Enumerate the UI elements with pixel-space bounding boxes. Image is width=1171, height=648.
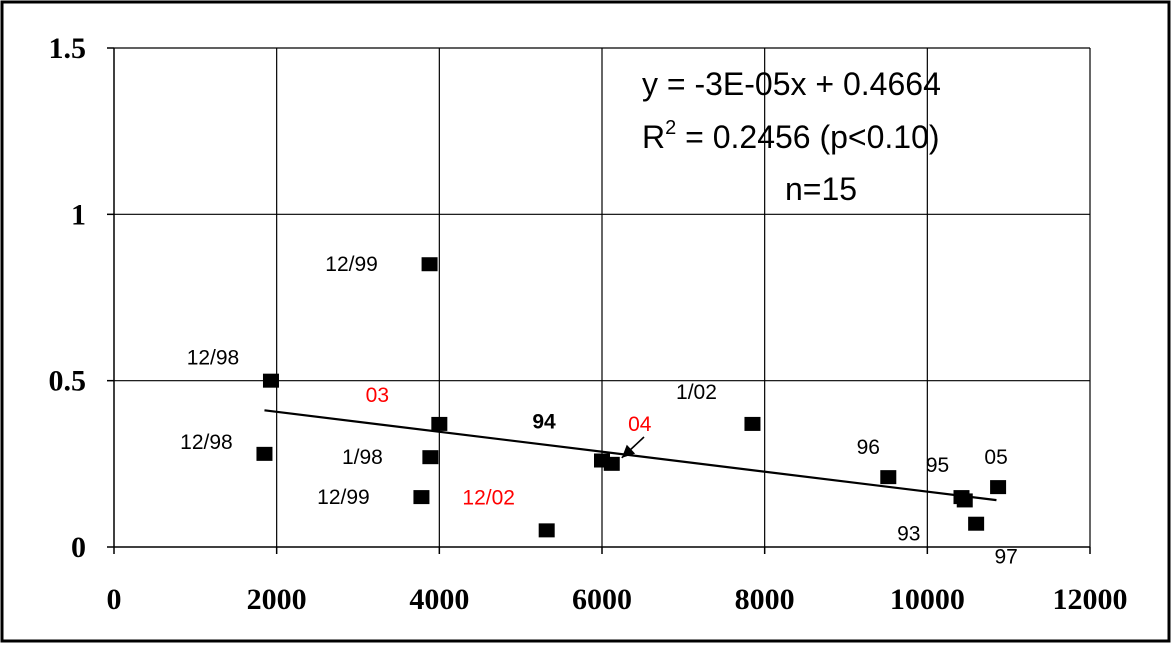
tick-labels: 0 2000 4000 6000 8000 10000 12000 0 0.5 1 1.5	[49, 32, 1128, 616]
x-tick-label-2: 4000	[409, 583, 469, 616]
data-point-10	[744, 416, 761, 431]
point-label-12: 95	[926, 454, 949, 477]
point-labels: 12/98 12/98 12/99 12/99 1/98 03 12/02 94 04 1/02 9…	[180, 253, 1018, 568]
r-squared-value: = 0.2456 (p<0.10)	[676, 119, 939, 155]
data-point-4	[421, 257, 438, 272]
data-point-2	[262, 373, 279, 388]
point-label-1: 12/98	[180, 431, 233, 454]
point-label-7: 12/02	[462, 486, 515, 509]
data-point-6	[431, 416, 448, 431]
x-tick-label-0: 0	[107, 583, 122, 616]
point-label-4: 12/99	[325, 253, 378, 276]
trendline-layer	[264, 409, 997, 502]
point-label-11: 96	[857, 436, 880, 459]
data-point-9	[603, 456, 620, 471]
r-squared-text: R2 = 0.2456 (p<0.10)	[642, 117, 940, 155]
equation-text: y = -3E-05x + 0.4664	[642, 66, 941, 102]
point-label-9: 04	[628, 413, 652, 436]
point-label-10: 1/02	[676, 381, 717, 404]
r-squared-superscript: 2	[665, 117, 676, 139]
point-label-6: 03	[366, 384, 389, 407]
y-tick-label-1: 0.5	[49, 365, 87, 398]
point-label-14: 97	[994, 546, 1017, 569]
y-tick-label-2: 1	[71, 198, 86, 231]
point-label-arrow-head	[621, 444, 636, 458]
data-point-1	[256, 446, 273, 461]
data-point-7	[538, 523, 555, 538]
x-tick-label-6: 12000	[1053, 583, 1128, 616]
y-tick-label-0: 0	[71, 531, 86, 564]
axes	[107, 47, 1091, 554]
point-label-8: 94	[532, 411, 556, 434]
n-count-text: n=15	[785, 171, 857, 207]
x-tick-label-4: 8000	[735, 583, 795, 616]
x-tick-label-3: 6000	[572, 583, 632, 616]
data-point-5	[422, 450, 439, 465]
data-point-11	[880, 470, 897, 485]
y-tick-label-3: 1.5	[49, 32, 87, 65]
point-label-3: 12/99	[317, 486, 370, 509]
point-label-2: 12/98	[187, 347, 240, 370]
point-label-5: 1/98	[342, 446, 383, 469]
regression-annotation: y = -3E-05x + 0.4664 R2 = 0.2456 (p<0.10…	[642, 66, 941, 207]
data-point-15	[990, 480, 1007, 495]
grid-lines	[114, 47, 1091, 547]
data-point-3	[413, 490, 430, 505]
data-points	[256, 257, 1007, 538]
data-point-14	[968, 516, 985, 531]
point-label-15: 05	[984, 446, 1007, 469]
data-point-13	[956, 493, 973, 508]
x-tick-label-1: 2000	[247, 583, 307, 616]
point-label-13: 93	[897, 522, 920, 545]
trendline	[264, 409, 997, 502]
r-squared-prefix: R	[642, 119, 665, 155]
x-tick-label-5: 10000	[890, 583, 965, 616]
